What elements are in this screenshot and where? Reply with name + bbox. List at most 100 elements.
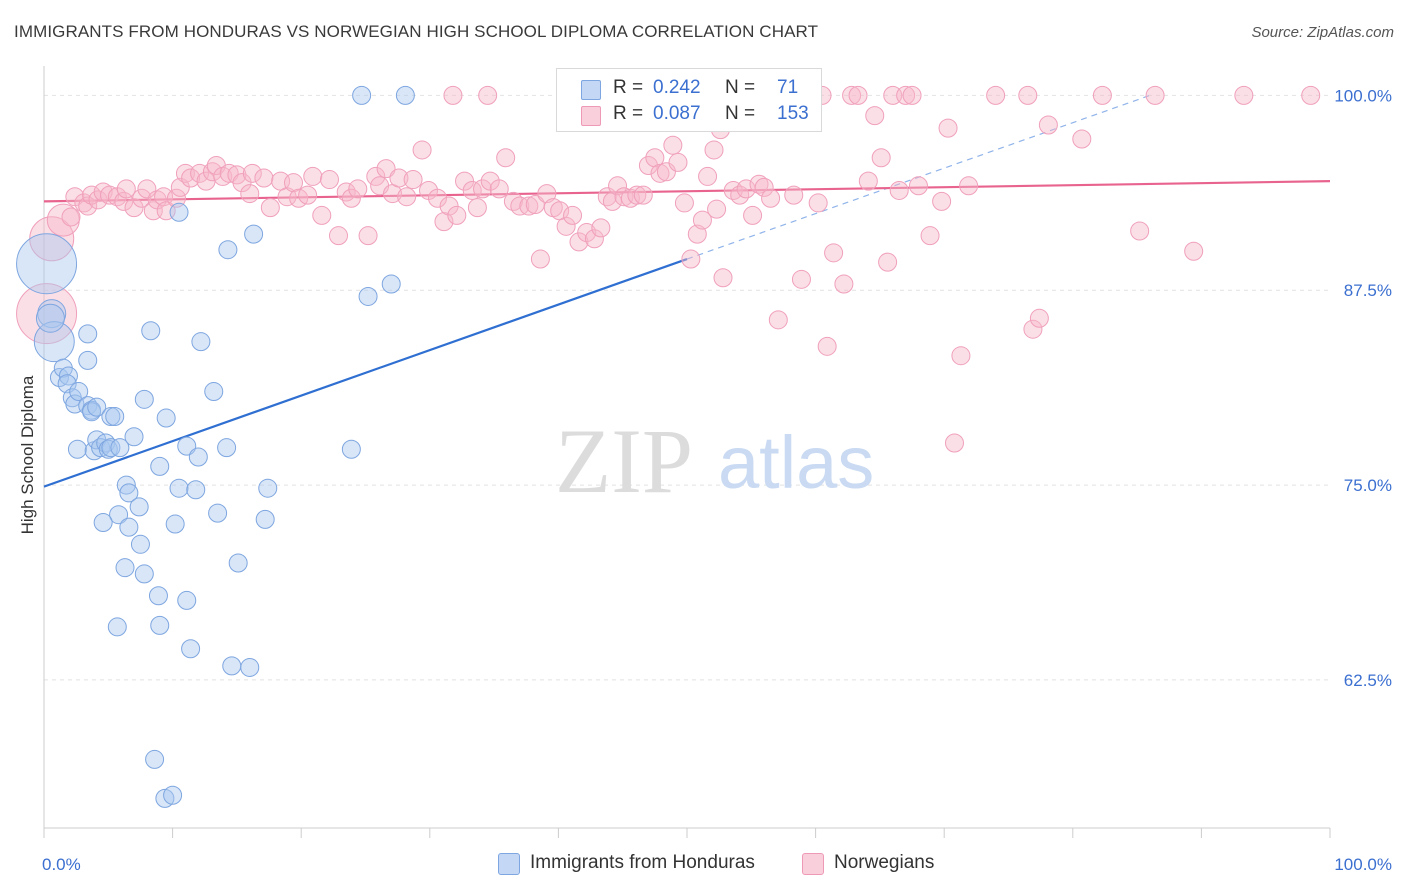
norwegians-point: [473, 179, 493, 199]
legend-r-value: 0.242: [653, 77, 701, 98]
norwegians-point: [100, 185, 120, 205]
norwegians-point: [260, 198, 280, 218]
bottom-legend-swatch-norwegians: [802, 853, 824, 875]
y-axis-label: High School Diploma: [18, 375, 37, 534]
source-credit: Source: ZipAtlas.com: [1251, 24, 1394, 41]
honduras-point: [145, 749, 165, 769]
honduras-point: [148, 586, 168, 606]
norwegians-point: [908, 176, 928, 196]
norwegians-point: [447, 205, 467, 225]
norwegians-point: [397, 187, 417, 207]
norwegians-point: [817, 336, 837, 356]
honduras-point: [177, 590, 197, 610]
norwegians-point: [1145, 85, 1165, 105]
legend-r-label: R =: [613, 103, 644, 124]
norwegians-point: [768, 310, 788, 330]
norwegians-point: [1029, 308, 1049, 328]
honduras-point: [208, 503, 228, 523]
norwegians-point: [951, 346, 971, 366]
norwegians-point: [1130, 221, 1150, 241]
honduras-point: [57, 374, 77, 394]
legend-r-value: 0.087: [653, 103, 701, 124]
honduras-point: [188, 447, 208, 467]
norwegians-point: [743, 205, 763, 225]
honduras-point: [228, 553, 248, 573]
norwegians-point: [858, 171, 878, 191]
honduras-point: [115, 558, 135, 578]
honduras-point: [244, 224, 264, 244]
norwegians-point: [519, 196, 539, 216]
norwegians-point: [668, 152, 688, 172]
honduras-point: [87, 397, 107, 417]
legend-n-value: 71: [777, 77, 799, 98]
honduras-point: [130, 534, 150, 554]
norwegians-point: [627, 185, 647, 205]
norwegians-point: [16, 283, 78, 345]
norwegians-point: [242, 163, 262, 183]
norwegians-point: [707, 199, 727, 219]
honduras-point: [169, 478, 189, 498]
norwegians-points: [16, 85, 1321, 453]
norwegians-point: [1023, 319, 1043, 339]
norwegians-point: [986, 85, 1006, 105]
honduras-point: [169, 202, 189, 222]
norwegians-point: [878, 252, 898, 272]
honduras-point: [33, 321, 75, 363]
honduras-point: [255, 509, 275, 529]
norwegians-point: [932, 191, 952, 211]
honduras-point: [191, 332, 211, 352]
bottom-legend-swatch-honduras: [498, 853, 520, 875]
norwegians-point: [389, 168, 409, 188]
y-tick-label: 75.0%: [1344, 476, 1392, 495]
legend-r-label: R =: [613, 77, 644, 98]
honduras-point: [258, 478, 278, 498]
norwegians-point: [687, 224, 707, 244]
y-tick-label: 100.0%: [1334, 86, 1392, 105]
norwegians-point: [761, 188, 781, 208]
norwegians-point: [312, 205, 332, 225]
honduras-point: [110, 438, 130, 458]
legend-swatch-honduras: [581, 80, 601, 100]
honduras-point: [177, 436, 197, 456]
honduras-point: [16, 233, 78, 295]
honduras-point: [141, 321, 161, 341]
norwegians-point: [403, 170, 423, 190]
norwegians-point: [341, 188, 361, 208]
norwegians-point: [132, 188, 152, 208]
honduras-point: [181, 639, 201, 659]
norwegians-trend-line: [43, 180, 1331, 203]
honduras-point: [129, 497, 149, 517]
norwegians-point: [1038, 115, 1058, 135]
norwegians-point: [1184, 241, 1204, 261]
norwegians-point: [366, 166, 386, 186]
bottom-legend-label-norwegians: Norwegians: [834, 852, 935, 873]
norwegians-point: [556, 216, 576, 236]
norwegians-point: [584, 229, 604, 249]
norwegians-point: [462, 180, 482, 200]
norwegians-point: [336, 182, 356, 202]
norwegians-point: [692, 210, 712, 230]
norwegians-point: [328, 226, 348, 246]
norwegians-point: [298, 185, 318, 205]
norwegians-point: [865, 106, 885, 126]
norwegians-point: [358, 226, 378, 246]
norwegians-point: [704, 140, 724, 160]
stats-legend: R = 0.242 N = 71 R = 0.087 N = 153: [556, 68, 822, 132]
honduras-point: [352, 85, 372, 105]
norwegians-point: [577, 223, 597, 243]
honduras-points: [16, 85, 415, 808]
honduras-point: [222, 656, 242, 676]
tick-labels: 62.5% 75.0% 87.5% 100.0% 0.0% 100.0%: [42, 86, 1392, 874]
norwegians-point: [663, 135, 683, 155]
norwegians-point: [920, 226, 940, 246]
norwegians-point: [871, 148, 891, 168]
legend-n-label: N =: [725, 103, 756, 124]
legend-n-label: N =: [725, 77, 756, 98]
watermark-zip: ZIP: [555, 410, 693, 512]
norwegians-point: [254, 168, 274, 188]
honduras-trend-line: [43, 258, 688, 488]
honduras-point: [150, 456, 170, 476]
norwegians-point: [563, 205, 583, 225]
honduras-point: [134, 389, 154, 409]
norwegians-point: [166, 188, 186, 208]
